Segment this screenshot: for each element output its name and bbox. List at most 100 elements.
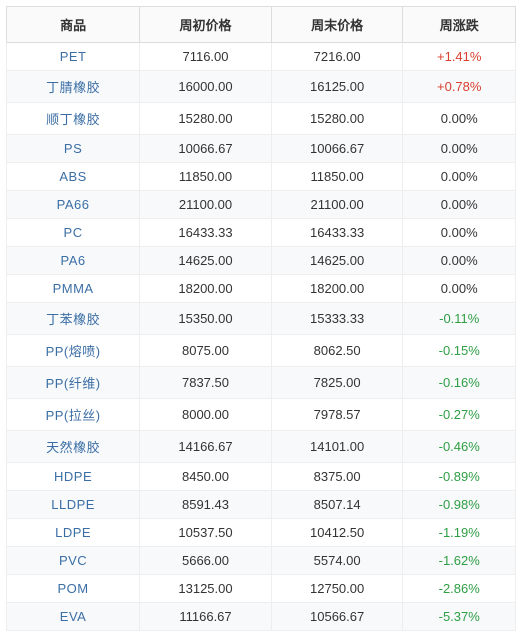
table-row: PVC5666.005574.00-1.62% (7, 547, 516, 575)
start-price-cell: 8450.00 (140, 463, 272, 491)
change-cell: 0.00% (403, 103, 516, 135)
commodity-cell: EVA (7, 603, 140, 631)
change-cell: -0.11% (403, 303, 516, 335)
start-price-cell: 14625.00 (140, 247, 272, 275)
table-row: PC16433.3316433.330.00% (7, 219, 516, 247)
table-row: PMMA18200.0018200.000.00% (7, 275, 516, 303)
commodity-cell: PA6 (7, 247, 140, 275)
change-cell: -0.46% (403, 431, 516, 463)
start-price-cell: 16433.33 (140, 219, 272, 247)
start-price-cell: 7837.50 (140, 367, 272, 399)
commodity-cell: 天然橡胶 (7, 431, 140, 463)
start-price-cell: 8075.00 (140, 335, 272, 367)
start-price-cell: 5666.00 (140, 547, 272, 575)
table-row: PA6621100.0021100.000.00% (7, 191, 516, 219)
table-row: EVA11166.6710566.67-5.37% (7, 603, 516, 631)
start-price-cell: 7116.00 (140, 43, 272, 71)
table-row: 天然橡胶14166.6714101.00-0.46% (7, 431, 516, 463)
start-price-cell: 10066.67 (140, 135, 272, 163)
table-row: PS10066.6710066.670.00% (7, 135, 516, 163)
start-price-cell: 18200.00 (140, 275, 272, 303)
table-row: 丁苯橡胶15350.0015333.33-0.11% (7, 303, 516, 335)
end-price-cell: 11850.00 (271, 163, 403, 191)
change-cell: -2.86% (403, 575, 516, 603)
commodity-cell: LDPE (7, 519, 140, 547)
change-cell: 0.00% (403, 135, 516, 163)
start-price-cell: 8591.43 (140, 491, 272, 519)
commodity-cell: PS (7, 135, 140, 163)
end-price-cell: 14625.00 (271, 247, 403, 275)
end-price-cell: 18200.00 (271, 275, 403, 303)
commodity-cell: PMMA (7, 275, 140, 303)
end-price-cell: 10412.50 (271, 519, 403, 547)
header-row: 商品 周初价格 周末价格 周涨跌 (7, 7, 516, 43)
end-price-cell: 7825.00 (271, 367, 403, 399)
commodity-cell: POM (7, 575, 140, 603)
commodity-cell: ABS (7, 163, 140, 191)
table-row: PP(拉丝)8000.007978.57-0.27% (7, 399, 516, 431)
start-price-cell: 10537.50 (140, 519, 272, 547)
table-row: PP(纤维)7837.507825.00-0.16% (7, 367, 516, 399)
start-price-cell: 11166.67 (140, 603, 272, 631)
change-cell: 0.00% (403, 191, 516, 219)
price-table: 商品 周初价格 周末价格 周涨跌 PET7116.007216.00+1.41%… (6, 6, 516, 631)
end-price-cell: 12750.00 (271, 575, 403, 603)
commodity-cell: 丁腈橡胶 (7, 71, 140, 103)
col-end-price: 周末价格 (271, 7, 403, 43)
end-price-cell: 8507.14 (271, 491, 403, 519)
start-price-cell: 11850.00 (140, 163, 272, 191)
table-row: LDPE10537.5010412.50-1.19% (7, 519, 516, 547)
end-price-cell: 15333.33 (271, 303, 403, 335)
end-price-cell: 21100.00 (271, 191, 403, 219)
table-row: LLDPE8591.438507.14-0.98% (7, 491, 516, 519)
start-price-cell: 15350.00 (140, 303, 272, 335)
end-price-cell: 5574.00 (271, 547, 403, 575)
end-price-cell: 10566.67 (271, 603, 403, 631)
end-price-cell: 10066.67 (271, 135, 403, 163)
commodity-cell: LLDPE (7, 491, 140, 519)
end-price-cell: 8375.00 (271, 463, 403, 491)
commodity-cell: 丁苯橡胶 (7, 303, 140, 335)
commodity-cell: PC (7, 219, 140, 247)
change-cell: 0.00% (403, 163, 516, 191)
end-price-cell: 14101.00 (271, 431, 403, 463)
start-price-cell: 14166.67 (140, 431, 272, 463)
end-price-cell: 16433.33 (271, 219, 403, 247)
start-price-cell: 8000.00 (140, 399, 272, 431)
table-row: POM13125.0012750.00-2.86% (7, 575, 516, 603)
table-row: PP(熔喷)8075.008062.50-0.15% (7, 335, 516, 367)
change-cell: 0.00% (403, 219, 516, 247)
change-cell: -0.15% (403, 335, 516, 367)
commodity-cell: PP(熔喷) (7, 335, 140, 367)
col-change: 周涨跌 (403, 7, 516, 43)
end-price-cell: 8062.50 (271, 335, 403, 367)
commodity-cell: PA66 (7, 191, 140, 219)
change-cell: 0.00% (403, 275, 516, 303)
change-cell: -0.16% (403, 367, 516, 399)
change-cell: -0.27% (403, 399, 516, 431)
change-cell: -1.62% (403, 547, 516, 575)
change-cell: 0.00% (403, 247, 516, 275)
commodity-cell: HDPE (7, 463, 140, 491)
table-row: HDPE8450.008375.00-0.89% (7, 463, 516, 491)
change-cell: -0.98% (403, 491, 516, 519)
end-price-cell: 15280.00 (271, 103, 403, 135)
change-cell: -1.19% (403, 519, 516, 547)
start-price-cell: 15280.00 (140, 103, 272, 135)
table-row: ABS11850.0011850.000.00% (7, 163, 516, 191)
start-price-cell: 16000.00 (140, 71, 272, 103)
end-price-cell: 7978.57 (271, 399, 403, 431)
table-row: PET7116.007216.00+1.41% (7, 43, 516, 71)
table-row: PA614625.0014625.000.00% (7, 247, 516, 275)
table-row: 顺丁橡胶15280.0015280.000.00% (7, 103, 516, 135)
change-cell: -5.37% (403, 603, 516, 631)
commodity-cell: PVC (7, 547, 140, 575)
commodity-cell: PP(纤维) (7, 367, 140, 399)
start-price-cell: 21100.00 (140, 191, 272, 219)
change-cell: +1.41% (403, 43, 516, 71)
table-row: 丁腈橡胶16000.0016125.00+0.78% (7, 71, 516, 103)
change-cell: -0.89% (403, 463, 516, 491)
commodity-cell: 顺丁橡胶 (7, 103, 140, 135)
change-cell: +0.78% (403, 71, 516, 103)
end-price-cell: 16125.00 (271, 71, 403, 103)
